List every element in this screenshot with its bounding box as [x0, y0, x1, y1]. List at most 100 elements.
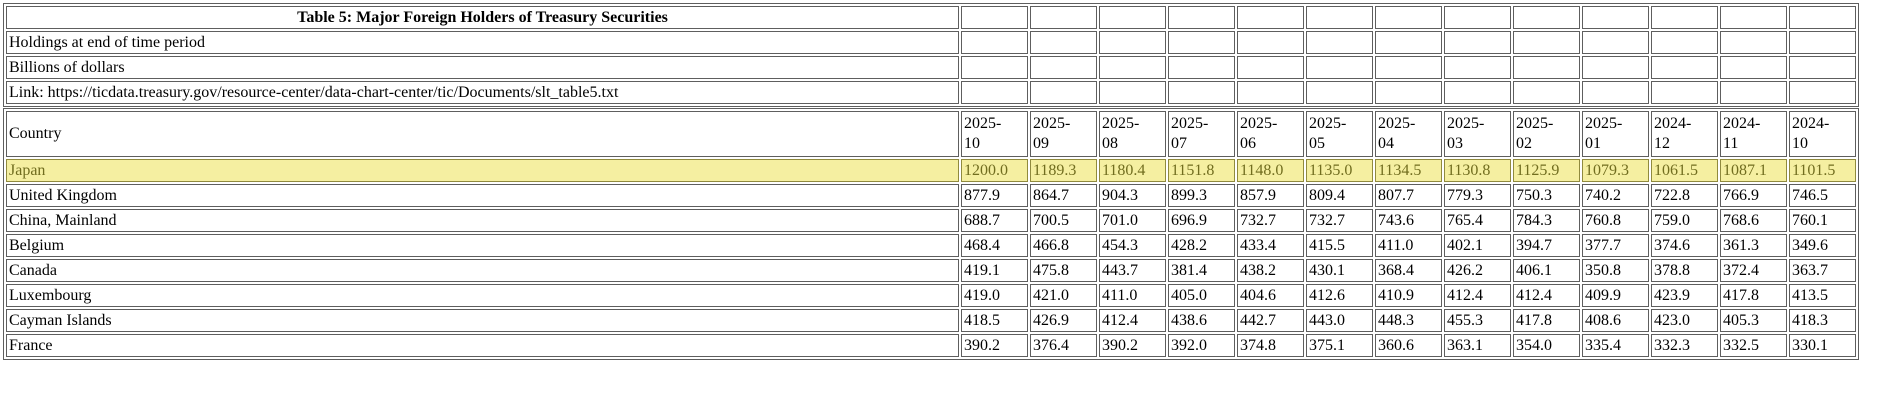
- empty-cell: [961, 56, 1028, 79]
- value-cell: 332.5: [1720, 334, 1787, 357]
- value-cell: 423.0: [1651, 309, 1718, 332]
- empty-cell: [1789, 56, 1856, 79]
- value-cell: 1200.0: [961, 159, 1028, 182]
- value-cell: 378.8: [1651, 259, 1718, 282]
- value-cell: 760.1: [1789, 209, 1856, 232]
- month-column-header: 2024- 10: [1789, 111, 1856, 157]
- value-cell: 430.1: [1306, 259, 1373, 282]
- value-cell: 368.4: [1375, 259, 1442, 282]
- empty-cell: [1513, 6, 1580, 29]
- value-cell: 390.2: [961, 334, 1028, 357]
- month-column-header: 2025- 06: [1237, 111, 1304, 157]
- empty-cell: [961, 6, 1028, 29]
- month-column-header: 2025- 10: [961, 111, 1028, 157]
- value-cell: 412.4: [1444, 284, 1511, 307]
- value-cell: 406.1: [1513, 259, 1580, 282]
- empty-cell: [1582, 6, 1649, 29]
- empty-cell: [1375, 31, 1442, 54]
- value-cell: 743.6: [1375, 209, 1442, 232]
- value-cell: 466.8: [1030, 234, 1097, 257]
- empty-cell: [1375, 6, 1442, 29]
- value-cell: 350.8: [1582, 259, 1649, 282]
- empty-cell: [1789, 6, 1856, 29]
- units-note: Billions of dollars: [6, 56, 959, 79]
- value-cell: 394.7: [1513, 234, 1580, 257]
- value-cell: 360.6: [1375, 334, 1442, 357]
- value-cell: 423.9: [1651, 284, 1718, 307]
- empty-cell: [1375, 56, 1442, 79]
- empty-cell: [1168, 6, 1235, 29]
- table-row: United Kingdom 877.9 864.7 904.3 899.3 857.9 8…: [6, 184, 1856, 207]
- value-cell: 433.4: [1237, 234, 1304, 257]
- empty-cell: [1030, 81, 1097, 104]
- value-cell: 1079.3: [1582, 159, 1649, 182]
- value-cell: 426.9: [1030, 309, 1097, 332]
- units-note-row: Billions of dollars: [6, 56, 1856, 79]
- empty-cell: [1513, 56, 1580, 79]
- value-cell: 363.1: [1444, 334, 1511, 357]
- value-cell: 454.3: [1099, 234, 1166, 257]
- empty-cell: [1237, 56, 1304, 79]
- table-row: China, Mainland 688.7 700.5 701.0 696.9 732.7…: [6, 209, 1856, 232]
- value-cell: 1125.9: [1513, 159, 1580, 182]
- empty-cell: [1306, 56, 1373, 79]
- value-cell: 732.7: [1306, 209, 1373, 232]
- empty-cell: [1099, 56, 1166, 79]
- value-cell: 784.3: [1513, 209, 1580, 232]
- value-cell: 475.8: [1030, 259, 1097, 282]
- value-cell: 768.6: [1720, 209, 1787, 232]
- empty-cell: [1513, 31, 1580, 54]
- empty-cell: [961, 31, 1028, 54]
- empty-cell: [1789, 31, 1856, 54]
- empty-cell: [1168, 56, 1235, 79]
- value-cell: 1134.5: [1375, 159, 1442, 182]
- value-cell: 418.5: [961, 309, 1028, 332]
- value-cell: 442.7: [1237, 309, 1304, 332]
- table-row: France 390.2 376.4 390.2 392.0 374.8 375.1 360.…: [6, 334, 1856, 357]
- value-cell: 390.2: [1099, 334, 1166, 357]
- empty-cell: [1237, 31, 1304, 54]
- country-cell: Belgium: [6, 234, 959, 257]
- value-cell: 375.1: [1306, 334, 1373, 357]
- value-cell: 404.6: [1237, 284, 1304, 307]
- month-column-header: 2025- 08: [1099, 111, 1166, 157]
- empty-cell: [1099, 6, 1166, 29]
- value-cell: 419.1: [961, 259, 1028, 282]
- empty-cell: [1030, 6, 1097, 29]
- empty-cell: [1099, 31, 1166, 54]
- empty-cell: [1237, 6, 1304, 29]
- value-cell: 1087.1: [1720, 159, 1787, 182]
- value-cell: 1148.0: [1237, 159, 1304, 182]
- empty-cell: [1582, 56, 1649, 79]
- value-cell: 722.8: [1651, 184, 1718, 207]
- empty-cell: [1375, 81, 1442, 104]
- month-column-header: 2025- 09: [1030, 111, 1097, 157]
- column-header-row: Country 2025- 10 2025- 09 2025- 08 2025- 07 2025-…: [6, 111, 1856, 157]
- empty-cell: [1306, 31, 1373, 54]
- value-cell: 412.4: [1513, 284, 1580, 307]
- empty-cell: [1099, 81, 1166, 104]
- empty-cell: [1651, 31, 1718, 54]
- value-cell: 864.7: [1030, 184, 1097, 207]
- empty-cell: [1789, 81, 1856, 104]
- value-cell: 750.3: [1513, 184, 1580, 207]
- holdings-note-row: Holdings at end of time period: [6, 31, 1856, 54]
- empty-cell: [961, 81, 1028, 104]
- value-cell: 372.4: [1720, 259, 1787, 282]
- empty-cell: [1720, 6, 1787, 29]
- table-title: Table 5: Major Foreign Holders of Treasu…: [6, 6, 959, 29]
- country-cell: United Kingdom: [6, 184, 959, 207]
- month-column-header: 2025- 02: [1513, 111, 1580, 157]
- empty-cell: [1444, 56, 1511, 79]
- value-cell: 428.2: [1168, 234, 1235, 257]
- value-cell: 335.4: [1582, 334, 1649, 357]
- month-column-header: 2025- 05: [1306, 111, 1373, 157]
- month-column-header: 2025- 03: [1444, 111, 1511, 157]
- source-link-text: Link: https://ticdata.treasury.gov/resou…: [6, 81, 959, 104]
- country-cell: Cayman Islands: [6, 309, 959, 332]
- value-cell: 363.7: [1789, 259, 1856, 282]
- value-cell: 468.4: [961, 234, 1028, 257]
- empty-cell: [1720, 81, 1787, 104]
- month-column-header: 2024- 11: [1720, 111, 1787, 157]
